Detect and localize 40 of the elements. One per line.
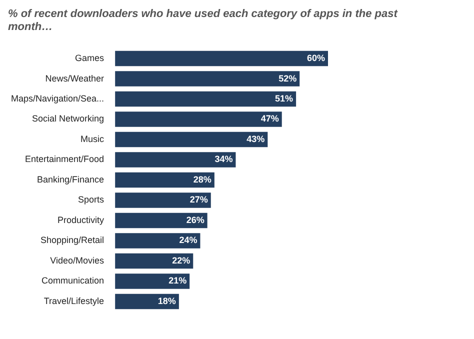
bar [115,253,194,269]
data-label: 47% [260,114,279,124]
y-tick-label: Sports [78,194,105,205]
bar [115,112,282,127]
bar [115,50,328,66]
data-label: 18% [158,296,176,306]
y-tick-label: Video/Movies [50,255,105,266]
data-label: 52% [278,73,297,84]
y-tick-label: Productivity [58,214,105,225]
data-label: 51% [275,94,294,104]
bar [115,172,214,188]
data-label: 43% [246,134,265,144]
bar [115,212,208,228]
bar [115,233,200,248]
y-tick-label: Entertainment/Food [25,154,104,164]
bar [115,132,268,148]
bar [115,91,296,107]
bar [115,274,190,289]
y-tick-label: Social Networking [32,114,104,124]
y-tick-label: Travel/Lifestyle [44,296,104,306]
y-tick-label: Music [80,134,105,144]
y-tick-label: Shopping/Retail [40,235,104,246]
bar [115,152,236,168]
y-tick-label: Maps/Navigation/Sea... [10,94,104,104]
bar [115,192,211,208]
y-tick-label: Communication [42,276,104,286]
y-tick-label: Banking/Finance [37,174,104,184]
data-label: 21% [168,276,187,286]
y-tick-label: News/Weather [45,73,104,84]
bar [115,71,300,86]
y-tick-label: Games [75,53,105,64]
data-label: 24% [179,235,198,246]
data-label: 28% [193,174,212,184]
data-label: 34% [214,154,233,164]
bar [115,294,179,310]
data-label: 27% [190,194,208,205]
data-label: 22% [172,255,190,266]
data-label: 60% [306,53,325,64]
data-label: 26% [186,214,204,225]
chart-title: % of recent downloaders who have used each category of apps in the past month… [8,8,399,34]
